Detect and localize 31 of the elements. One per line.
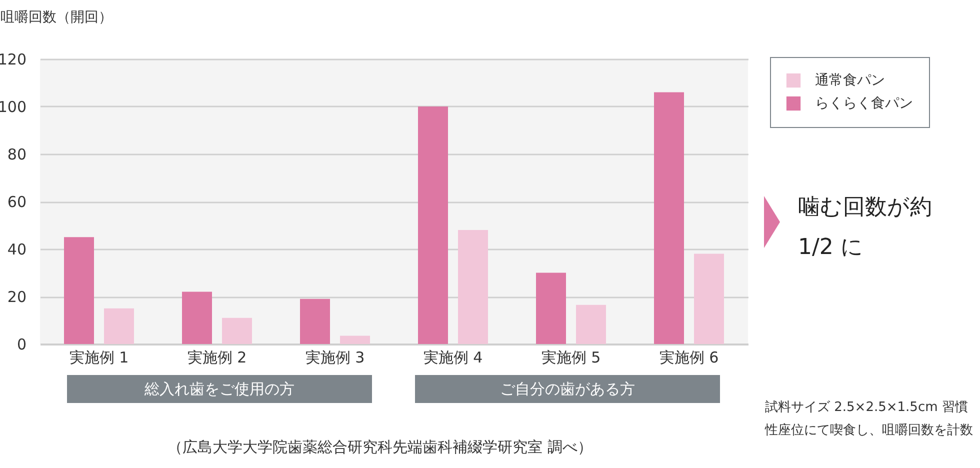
legend-label: 通常食パン xyxy=(815,72,885,88)
x-tick-label: 実施例 2 xyxy=(187,348,247,366)
bar xyxy=(300,298,330,344)
text: （広島大学大学院歯薬総合研究科先端歯科補綴学研究室 調べ） xyxy=(166,438,594,457)
y-tick-label: 60 xyxy=(7,193,26,211)
x-tick-label: 実施例 6 xyxy=(659,348,719,366)
text: 噛む回数が約 1/2 に xyxy=(798,194,933,262)
bar xyxy=(576,304,606,344)
x-tick-label: 実施例 5 xyxy=(541,348,601,366)
bar xyxy=(536,272,566,344)
y-tick-label: 20 xyxy=(7,288,26,306)
bar xyxy=(182,292,212,344)
y-tick-label: 80 xyxy=(7,146,26,164)
x-tick-label: 実施例 1 xyxy=(69,348,129,366)
x-tick-label: 実施例 4 xyxy=(423,348,483,366)
bar xyxy=(222,318,252,344)
bar xyxy=(458,230,488,344)
bar xyxy=(340,336,370,344)
legend-label: らくらく食パン xyxy=(815,96,913,112)
text: 試料サイズ 2.5×2.5×1.5cm 習慣性座位にて喫食し、咀嚼回数を計数 xyxy=(765,399,974,440)
bar xyxy=(104,308,134,344)
bar xyxy=(418,106,448,344)
bar xyxy=(654,92,684,344)
y-tick-label: 0 xyxy=(16,336,26,354)
bar xyxy=(64,237,94,344)
text: ご自分の歯がある方 xyxy=(415,375,720,403)
bar xyxy=(694,254,724,344)
text: 総入れ歯をご使用の方 xyxy=(67,375,372,403)
y-axis-title: 咀嚼回数（開回） xyxy=(0,10,112,26)
x-tick-label: 実施例 3 xyxy=(305,348,365,366)
y-tick-label: 40 xyxy=(7,240,26,258)
